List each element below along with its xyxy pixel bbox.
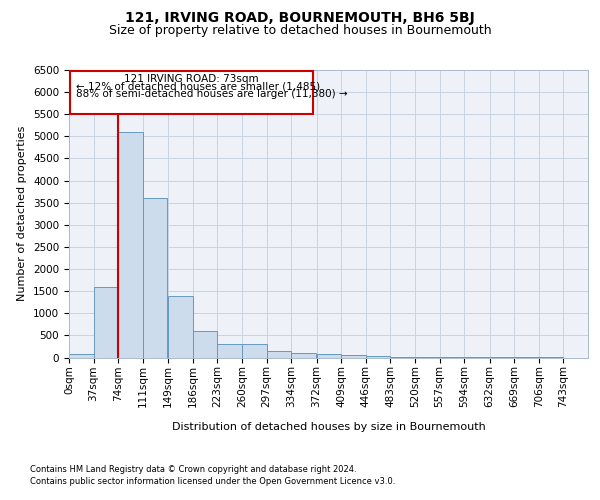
Bar xyxy=(266,351,291,358)
Text: 88% of semi-detached houses are larger (11,380) →: 88% of semi-detached houses are larger (… xyxy=(76,89,347,99)
Bar xyxy=(94,286,118,358)
Bar xyxy=(143,198,167,358)
Text: Size of property relative to detached houses in Bournemouth: Size of property relative to detached ho… xyxy=(109,24,491,37)
Bar xyxy=(193,331,217,357)
Bar xyxy=(317,354,341,358)
Bar xyxy=(366,356,391,358)
Bar xyxy=(391,357,415,358)
Bar xyxy=(70,72,313,114)
Bar xyxy=(242,344,266,358)
Bar xyxy=(217,344,242,358)
Bar xyxy=(168,296,193,358)
Y-axis label: Number of detached properties: Number of detached properties xyxy=(17,126,28,302)
Text: 121 IRVING ROAD: 73sqm: 121 IRVING ROAD: 73sqm xyxy=(124,74,259,84)
Text: 121, IRVING ROAD, BOURNEMOUTH, BH6 5BJ: 121, IRVING ROAD, BOURNEMOUTH, BH6 5BJ xyxy=(125,11,475,25)
Text: Contains public sector information licensed under the Open Government Licence v3: Contains public sector information licen… xyxy=(30,477,395,486)
Bar xyxy=(291,353,316,358)
Bar xyxy=(69,354,94,358)
Text: Contains HM Land Registry data © Crown copyright and database right 2024.: Contains HM Land Registry data © Crown c… xyxy=(30,466,356,474)
Text: ← 12% of detached houses are smaller (1,485): ← 12% of detached houses are smaller (1,… xyxy=(76,82,320,92)
Bar xyxy=(118,132,143,358)
Bar xyxy=(341,356,366,358)
Text: Distribution of detached houses by size in Bournemouth: Distribution of detached houses by size … xyxy=(172,422,485,432)
